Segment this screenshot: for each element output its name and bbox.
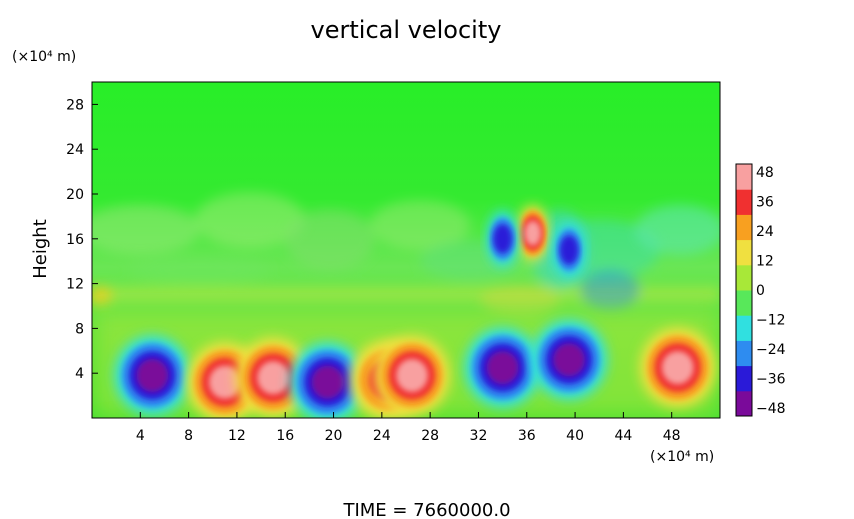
colorbar-band	[736, 390, 752, 417]
colorbar-band	[736, 365, 752, 392]
colorbar-band	[736, 164, 752, 190]
colorbar-tick-label: 36	[756, 195, 774, 211]
cell-contour-shell	[257, 361, 289, 395]
downdraft-cell	[289, 342, 366, 418]
plot-frame	[91, 81, 721, 419]
x-tick-label: 28	[421, 428, 439, 444]
updraft-downdraft-cells	[114, 205, 716, 418]
colorbar-band	[736, 239, 752, 266]
downdraft-cell	[114, 335, 191, 416]
y-tick-label: 24	[66, 142, 84, 158]
colorbar-tick-label: 24	[756, 224, 774, 240]
cell-contour-shell	[559, 235, 579, 265]
colorbar-band	[736, 290, 752, 316]
cell-contour-shell	[486, 351, 519, 385]
colorbar-frame	[735, 163, 753, 417]
x-tick-label: 8	[184, 428, 193, 444]
updraft-cell	[516, 205, 549, 262]
y-tick-label: 20	[66, 187, 84, 203]
x-tick-label: 40	[566, 428, 584, 444]
y-tick-label: 28	[66, 97, 84, 113]
x-tick-label: 20	[325, 428, 343, 444]
chart-title: vertical velocity	[311, 16, 502, 44]
downdraft-cell	[486, 210, 519, 267]
updraft-cell	[374, 335, 451, 416]
x-tick-label: 12	[228, 428, 246, 444]
y-unit-label: (×10⁴ m)	[12, 49, 76, 65]
colorbar: 48 36 24 12 0 −12 −24 −36 −48	[735, 163, 786, 417]
downdraft-cell	[531, 319, 608, 400]
downdraft-cell	[553, 222, 586, 278]
y-axis-label: Height	[30, 219, 51, 279]
colorbar-tick-label: −12	[756, 313, 786, 329]
y-tick-label: 4	[75, 366, 84, 382]
x-tick-label: 4	[136, 428, 145, 444]
colorbar-tick-label: 12	[756, 254, 774, 270]
x-tick-label: 24	[373, 428, 391, 444]
y-tick-label: 12	[66, 277, 84, 293]
y-tick-label: 16	[66, 232, 84, 248]
colorbar-tick-label: −24	[756, 342, 786, 358]
updraft-cell	[639, 327, 716, 408]
colorbar-tick-label: −36	[756, 372, 786, 388]
downdraft-cell	[464, 327, 541, 408]
x-tick-label: 32	[470, 428, 488, 444]
cell-contour-shell	[553, 343, 585, 377]
colorbar-tick-label: 48	[756, 165, 774, 181]
colorbar-band	[736, 214, 752, 241]
y-tick-label: 8	[75, 321, 84, 337]
time-footer: TIME = 7660000.0	[342, 500, 510, 519]
colorbar-band	[736, 189, 752, 215]
cell-contour-shell	[209, 365, 241, 399]
cell-contour-shell	[661, 351, 694, 385]
updraft-cell	[235, 337, 312, 418]
x-tick-label: 48	[663, 428, 681, 444]
colorbar-band	[736, 340, 752, 367]
colorbar-band	[736, 315, 752, 341]
cell-contour-shell	[311, 365, 344, 399]
colorbar-tick-label: −48	[756, 401, 786, 417]
x-tick-label: 16	[276, 428, 294, 444]
cell-contour-shell	[493, 224, 512, 254]
cell-contour-shell	[524, 220, 541, 246]
x-tick-label: 36	[518, 428, 536, 444]
colorbar-band	[736, 264, 752, 291]
x-tick-label: 44	[614, 428, 632, 444]
cell-contour-shell	[136, 358, 169, 392]
x-unit-label: (×10⁴ m)	[650, 449, 714, 465]
colorbar-tick-label: 0	[756, 283, 765, 299]
cell-contour-shell	[396, 358, 428, 392]
